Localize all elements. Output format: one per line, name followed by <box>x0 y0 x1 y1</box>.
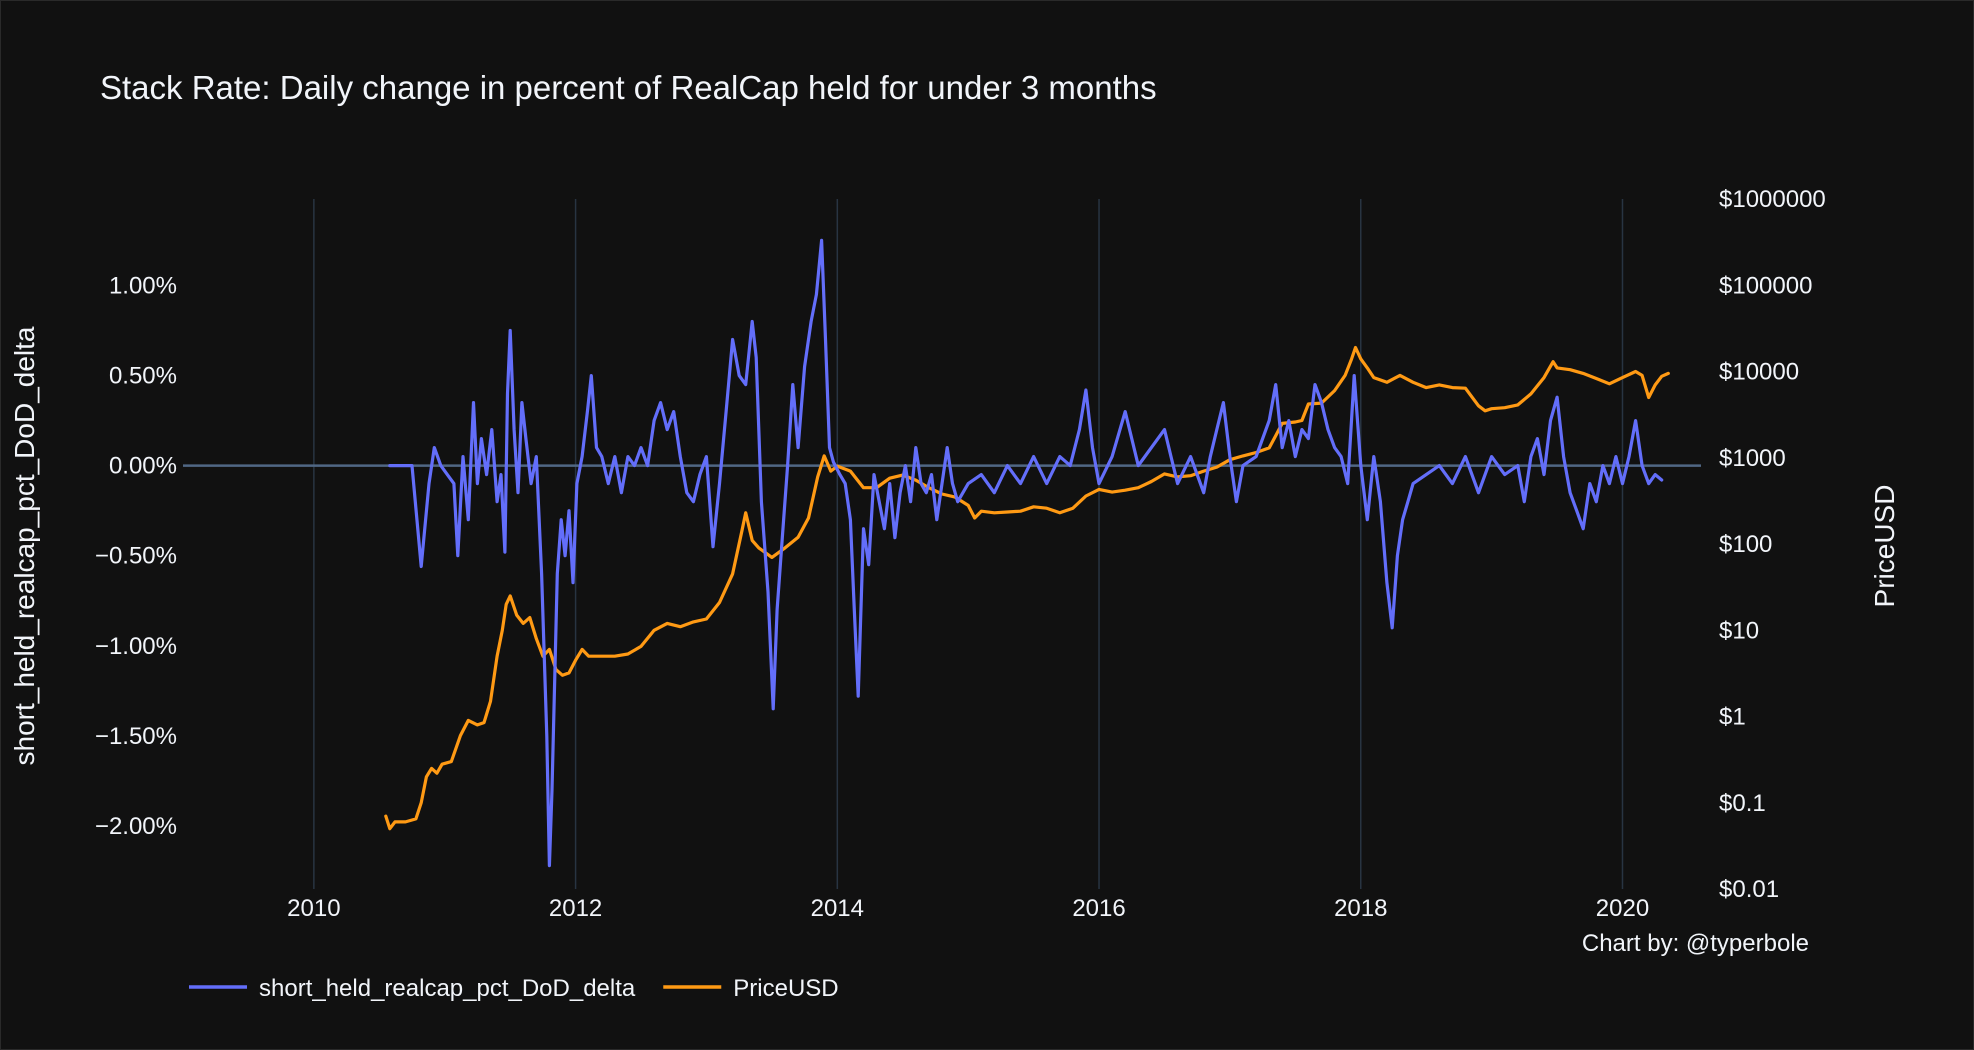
y2-tick-label: $10000 <box>1719 359 1799 386</box>
series-line-short-held-realcap <box>388 238 1664 868</box>
x-tick-label: 2020 <box>1596 895 1649 922</box>
x-tick-label: 2018 <box>1334 895 1387 922</box>
series-line-priceusd <box>384 345 1670 831</box>
x-tick-label: 2010 <box>287 895 340 922</box>
y-axis-ticks: 1.00% 0.50% 0.00% −0.50% −1.00% −1.50% −2.00% <box>95 272 177 839</box>
y2-tick-label: $100000 <box>1719 272 1812 299</box>
y2-tick-label: $1000000 <box>1719 186 1826 213</box>
y-tick-label: −1.50% <box>95 723 177 750</box>
legend-item: short_held_realcap_pct_DoD_delta <box>189 975 636 1002</box>
legend-item: PriceUSD <box>663 975 839 1002</box>
y2-tick-label: $10 <box>1719 617 1759 644</box>
y2-axis-ticks: $1000000 $100000 $10000 $1000 $100 $10 $1 $0.1 $… <box>1719 186 1826 903</box>
y-tick-label: 0.00% <box>109 453 177 480</box>
y-tick-label: 0.50% <box>109 363 177 390</box>
y2-axis-title: PriceUSD <box>1869 485 1900 608</box>
legend-label: short_held_realcap_pct_DoD_delta <box>259 975 636 1002</box>
grid-lines <box>313 199 1624 889</box>
y-axis-title: short_held_realcap_pct_DoD_delta <box>9 326 40 765</box>
x-axis-ticks: 2010 2012 2014 2016 2018 2020 <box>287 895 1649 922</box>
x-tick-label: 2016 <box>1072 895 1125 922</box>
y2-tick-label: $1000 <box>1719 445 1786 472</box>
y2-tick-label: $0.01 <box>1719 876 1779 903</box>
y2-tick-label: $1 <box>1719 704 1746 731</box>
y2-tick-label: $100 <box>1719 531 1772 558</box>
chart-title: Stack Rate: Daily change in percent of R… <box>100 69 1157 106</box>
series-lines <box>384 238 1670 868</box>
chart-credit: Chart by: @typerbole <box>1582 930 1809 957</box>
y-tick-label: 1.00% <box>109 272 177 299</box>
y-tick-label: −2.00% <box>95 813 177 840</box>
x-tick-label: 2014 <box>811 895 864 922</box>
legend-label: PriceUSD <box>733 975 838 1002</box>
x-tick-label: 2012 <box>549 895 602 922</box>
y2-tick-label: $0.1 <box>1719 790 1766 817</box>
y-tick-label: −0.50% <box>95 543 177 570</box>
legend: short_held_realcap_pct_DoD_delta PriceUSD <box>189 975 839 1002</box>
y-tick-label: −1.00% <box>95 633 177 660</box>
